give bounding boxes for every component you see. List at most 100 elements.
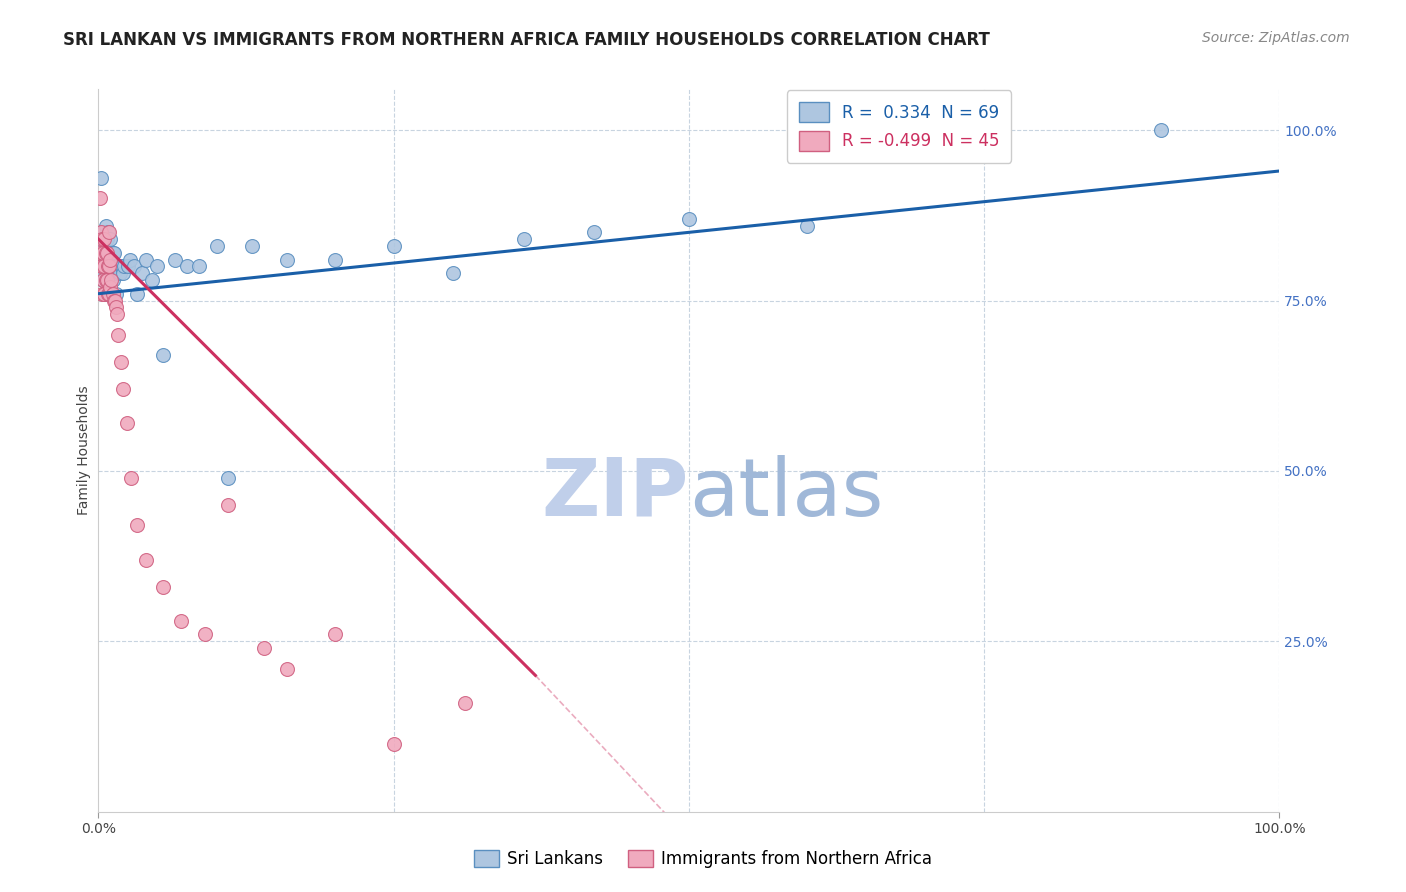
- Point: [131, 266, 153, 280]
- Point: [89, 191, 111, 205]
- Point: [176, 260, 198, 274]
- Point: [98, 286, 121, 301]
- Point: [104, 293, 127, 308]
- Point: [152, 348, 174, 362]
- Point: [276, 662, 298, 676]
- Point: [91, 273, 114, 287]
- Point: [101, 286, 124, 301]
- Point: [94, 273, 117, 287]
- Point: [90, 170, 112, 185]
- Point: [141, 273, 163, 287]
- Point: [94, 245, 117, 260]
- Point: [122, 260, 145, 274]
- Point: [93, 232, 115, 246]
- Point: [97, 225, 120, 239]
- Point: [93, 266, 115, 280]
- Point: [91, 245, 114, 260]
- Point: [98, 232, 121, 246]
- Point: [127, 286, 149, 301]
- Point: [93, 252, 115, 267]
- Point: [98, 266, 121, 280]
- Point: [194, 627, 217, 641]
- Point: [512, 232, 534, 246]
- Point: [110, 260, 132, 274]
- Point: [100, 273, 122, 287]
- Point: [323, 627, 346, 641]
- Point: [165, 252, 187, 267]
- Point: [135, 252, 157, 267]
- Point: [96, 286, 118, 301]
- Point: [96, 273, 118, 287]
- Point: [100, 245, 122, 260]
- Point: [91, 225, 114, 239]
- Point: [170, 614, 193, 628]
- Point: [101, 245, 124, 260]
- Point: [98, 286, 121, 301]
- Point: [91, 273, 114, 287]
- Point: [103, 293, 125, 308]
- Point: [146, 260, 169, 274]
- Point: [93, 286, 115, 301]
- Point: [217, 498, 239, 512]
- Point: [1150, 123, 1173, 137]
- Point: [127, 518, 149, 533]
- Point: [276, 252, 298, 267]
- Point: [90, 225, 112, 239]
- Legend: R =  0.334  N = 69, R = -0.499  N = 45: R = 0.334 N = 69, R = -0.499 N = 45: [787, 90, 1011, 162]
- Point: [110, 355, 132, 369]
- Point: [98, 260, 121, 274]
- Text: SRI LANKAN VS IMMIGRANTS FROM NORTHERN AFRICA FAMILY HOUSEHOLDS CORRELATION CHAR: SRI LANKAN VS IMMIGRANTS FROM NORTHERN A…: [63, 31, 990, 49]
- Point: [91, 286, 114, 301]
- Point: [105, 301, 128, 315]
- Point: [96, 232, 118, 246]
- Point: [103, 245, 125, 260]
- Point: [382, 239, 405, 253]
- Point: [111, 260, 134, 274]
- Point: [101, 273, 124, 287]
- Point: [96, 252, 118, 267]
- Point: [97, 260, 120, 274]
- Y-axis label: Family Households: Family Households: [77, 385, 91, 516]
- Point: [107, 327, 129, 342]
- Point: [91, 232, 114, 246]
- Point: [105, 307, 128, 321]
- Point: [93, 286, 115, 301]
- Point: [93, 239, 115, 253]
- Point: [97, 245, 120, 260]
- Point: [98, 252, 121, 267]
- Point: [108, 266, 131, 280]
- Point: [91, 260, 114, 274]
- Point: [135, 552, 157, 566]
- Point: [678, 211, 700, 226]
- Point: [796, 219, 818, 233]
- Text: atlas: atlas: [689, 455, 883, 533]
- Point: [112, 382, 135, 396]
- Point: [98, 225, 121, 239]
- Point: [90, 232, 112, 246]
- Point: [115, 416, 138, 430]
- Point: [100, 273, 122, 287]
- Point: [91, 245, 114, 260]
- Point: [187, 260, 209, 274]
- Point: [107, 260, 129, 274]
- Point: [94, 219, 117, 233]
- Point: [89, 245, 111, 260]
- Point: [112, 266, 135, 280]
- Point: [98, 280, 121, 294]
- Point: [120, 252, 142, 267]
- Point: [323, 252, 346, 267]
- Point: [152, 580, 174, 594]
- Point: [91, 232, 114, 246]
- Point: [104, 260, 127, 274]
- Point: [253, 641, 276, 656]
- Point: [91, 245, 114, 260]
- Point: [89, 239, 111, 253]
- Point: [97, 286, 120, 301]
- Point: [240, 239, 263, 253]
- Point: [94, 245, 117, 260]
- Point: [93, 260, 115, 274]
- Point: [103, 266, 125, 280]
- Point: [96, 273, 118, 287]
- Point: [441, 266, 464, 280]
- Legend: Sri Lankans, Immigrants from Northern Africa: Sri Lankans, Immigrants from Northern Af…: [467, 843, 939, 875]
